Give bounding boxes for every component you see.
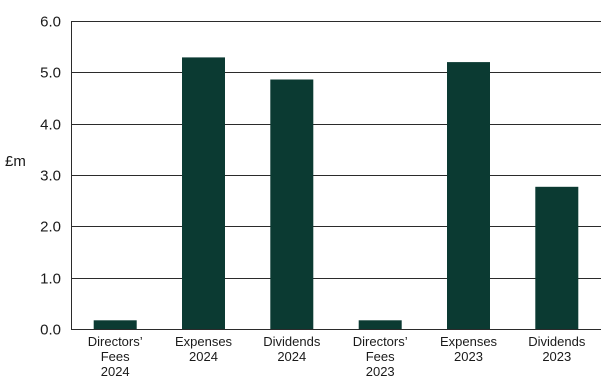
x-tick-label-line: Fees [366,349,395,364]
x-tick-label-line: 2023 [542,349,571,364]
y-tick-label: 2.0 [40,219,61,236]
bar [182,57,225,330]
x-tick-label-line: Directors’ [353,334,408,349]
x-tick-label: Expenses 2024 [175,334,233,364]
x-tick-label: Expenses 2023 [440,334,498,364]
y-tick-label: 5.0 [40,65,61,82]
bar [93,320,137,329]
x-tick-label-line: 2024 [101,364,130,378]
y-tick-labels: 0.0 1.0 2.0 3.0 4.0 5.0 6.0 [40,14,61,339]
x-tick-label-line: 2023 [454,349,483,364]
x-tick-label: Dividends 2024 [263,334,321,364]
y-tick-label: 6.0 [40,14,61,31]
x-tick-label-line: Expenses [175,334,233,349]
x-tick-label: Directors’ Fees 2023 [353,334,408,378]
bar [270,79,314,329]
x-tick-label-line: Dividends [263,334,321,349]
y-axis-label: £m [5,153,26,170]
x-tick-label-line: Directors’ [88,334,143,349]
x-tick-label-line: 2024 [277,349,306,364]
y-tick-label: 4.0 [40,117,61,134]
x-tick-label-line: Expenses [440,334,498,349]
y-tick-label: 0.0 [40,322,61,339]
gridlines [71,21,601,330]
bar [358,320,402,329]
x-tick-label: Dividends 2023 [528,334,586,364]
x-tick-label-line: 2023 [366,364,395,378]
x-tick-label-line: 2024 [189,349,218,364]
x-tick-label-line: Fees [101,349,130,364]
bar [535,186,579,329]
x-tick-label: Directors’ Fees 2024 [88,334,143,378]
bar [447,62,490,329]
x-tick-label-line: Dividends [528,334,586,349]
y-tick-label: 3.0 [40,168,61,185]
y-tick-label: 1.0 [40,271,61,288]
bars [93,57,579,330]
